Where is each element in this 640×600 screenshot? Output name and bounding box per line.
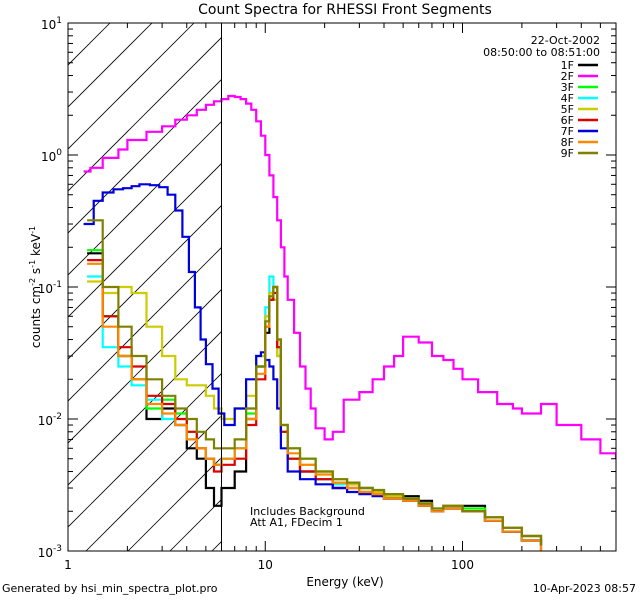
chart-title: Count Spectra for RHESSI Front Segments — [198, 2, 492, 18]
x-tick-label: 100 — [451, 558, 474, 572]
series-lines — [83, 94, 616, 551]
series-line-1F — [87, 252, 543, 541]
annotation-attenuator: Att A1, FDecim 1 — [250, 516, 343, 529]
legend-label-2F: 2F — [561, 70, 574, 83]
hatch-line — [68, 204, 222, 360]
legend-label-8F: 8F — [561, 136, 574, 149]
y-axis-label: counts cm-2 s-1 keV-1 — [28, 226, 43, 348]
x-tick-label: 10 — [258, 558, 273, 572]
axis-ticks: 1 10 100 10-3 10-2 10-1 100 101 — [38, 16, 617, 572]
hatch-line — [68, 78, 222, 234]
y-tick-label: 101 — [41, 16, 62, 32]
attenuator-hatch-region — [68, 23, 222, 551]
legend-label-1F: 1F — [561, 59, 574, 72]
annotation-background: Includes Background — [250, 505, 365, 518]
hatch-line — [68, 23, 195, 150]
legend-label-6F: 6F — [561, 114, 574, 127]
hatch-line — [68, 246, 222, 402]
observation-date: 22-Oct-2002 — [531, 34, 600, 47]
x-tick-label: 1 — [64, 558, 72, 572]
series-line-9F — [87, 219, 543, 546]
y-tick-label: 10-1 — [38, 280, 62, 296]
observation-time-range: 08:50:00 to 08:51:00 — [483, 46, 600, 59]
hatch-line — [85, 414, 222, 551]
render-timestamp: 10-Apr-2023 08:57 — [532, 582, 636, 595]
y-tick-label: 10-2 — [38, 412, 62, 428]
series-line-2F — [83, 94, 616, 459]
plot-frame — [67, 22, 617, 552]
legend-label-5F: 5F — [561, 103, 574, 116]
hatch-line — [68, 330, 222, 486]
legend-label-7F: 7F — [561, 125, 574, 138]
y-tick-label: 100 — [41, 148, 62, 164]
hatch-line — [68, 372, 222, 528]
hatch-line — [68, 162, 222, 318]
legend-label-9F: 9F — [561, 147, 574, 160]
generated-by-note: Generated by hsi_min_spectra_plot.pro — [2, 582, 218, 595]
hatch-line — [127, 456, 222, 551]
y-tick-label: 10-3 — [38, 544, 62, 560]
legend-label-3F: 3F — [561, 81, 574, 94]
x-axis-label: Energy (keV) — [306, 575, 383, 589]
legend-label-4F: 4F — [561, 92, 574, 105]
hatch-line — [68, 36, 222, 192]
series-line-7F — [83, 183, 543, 546]
